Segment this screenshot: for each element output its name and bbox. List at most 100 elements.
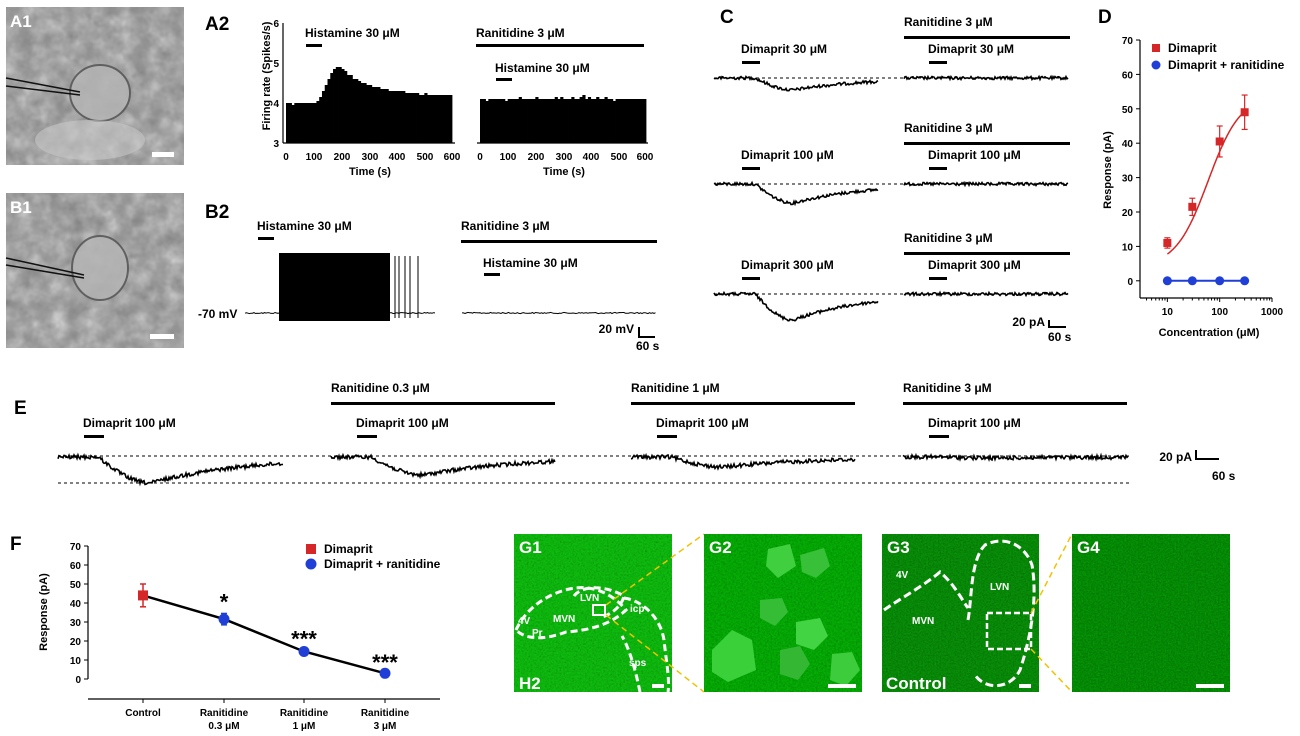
a2-y-tick: 4	[273, 99, 279, 110]
a2-x-tick: 0	[283, 152, 289, 163]
c-ranitidine-label: Ranitidine 3 μM	[904, 121, 993, 135]
histogram-bar	[352, 79, 356, 143]
histogram-bar	[587, 97, 592, 143]
a2-application-bar	[496, 78, 512, 81]
f-y-tick-label: 0	[75, 675, 81, 686]
f-x-tick-label: 3 μM	[374, 721, 397, 732]
a2-x-tick: 400	[583, 152, 600, 163]
g1-zoom-line	[605, 614, 705, 693]
d-y-tick-label: 50	[1122, 105, 1134, 116]
histogram-bar	[488, 99, 492, 143]
histogram-bar	[482, 99, 486, 143]
f-y-tick-label: 50	[70, 580, 82, 591]
g1-antibody-label: H2	[519, 674, 541, 693]
histogram-bar	[634, 99, 639, 143]
g1-region-label: Pr	[532, 628, 543, 639]
c-current-trace-blocked	[903, 290, 1069, 298]
histogram-bar	[369, 85, 373, 143]
panel-label-f: F	[10, 534, 22, 555]
histogram-bar	[297, 103, 301, 143]
histogram-bar	[319, 97, 323, 143]
e-scale-current: 20 pA	[1159, 450, 1192, 464]
a2-x-tick: 100	[306, 152, 323, 163]
e-ranitidine-bar	[331, 402, 555, 405]
histogram-bar	[590, 99, 594, 143]
d-legend-marker-ranitidine	[1151, 60, 1161, 70]
g1-region-label: sps	[629, 658, 647, 669]
e-dimaprit-label: Dimaprit 100 μM	[356, 416, 449, 430]
histogram-bar	[502, 99, 506, 143]
scale-bar	[1019, 684, 1031, 688]
e-scale-bar	[1195, 450, 1219, 460]
f-y-tick-label: 70	[70, 542, 82, 553]
a2-x-axis-label: Time (s)	[543, 166, 585, 178]
histogram-bar	[546, 99, 550, 143]
histogram-bar	[349, 75, 353, 143]
e-application-bar	[929, 435, 949, 438]
panel-label-a2: A2	[205, 14, 229, 35]
histogram-bar	[574, 99, 578, 143]
micrograph-a1: A1	[5, 7, 184, 165]
e-ranitidine-label: Ranitidine 0.3 μM	[331, 381, 430, 395]
c-ranitidine-bar	[904, 252, 1070, 255]
g3-region-label: 4V	[896, 570, 909, 581]
b2-histamine-label: Histamine 30 μM	[483, 256, 578, 270]
histogram-bar	[418, 95, 422, 143]
e-scale-time: 60 s	[1212, 469, 1236, 483]
histogram-bar	[424, 93, 428, 143]
histogram-bar	[596, 97, 600, 143]
d-point-dimaprit	[1188, 202, 1197, 211]
panel-label-g1: G1	[519, 538, 542, 557]
a2-x-tick: 500	[611, 152, 628, 163]
c-current-traces: Dimaprit 30 μM Ranitidine 3 μM Dimaprit 30…	[713, 15, 1070, 322]
b2-ranitidine-bar	[461, 240, 657, 243]
panel-d: D 0 10 20 30 40 50 60 70 10 100 1000 Response (pA)…	[1098, 7, 1285, 339]
a2-x-tick: 100	[500, 152, 517, 163]
d-x-tick-label: 1000	[1261, 307, 1284, 318]
histogram-bar	[629, 99, 633, 143]
scale-bar	[152, 152, 174, 157]
e-current-trace	[330, 452, 556, 480]
a2-y-tick: 6	[273, 19, 279, 30]
f-x-tick-label: Ranitidine	[361, 708, 410, 719]
histogram-bar	[407, 93, 411, 143]
b2-ranitidine-label: Ranitidine 3 μM	[461, 219, 550, 233]
histogram-bar	[529, 99, 533, 143]
c-current-trace	[713, 290, 879, 322]
d-x-tick-label: 100	[1211, 307, 1228, 318]
histogram-bar	[338, 67, 342, 143]
d-y-axis-label: Response (pA)	[1102, 131, 1114, 209]
f-point-ranitidine	[298, 645, 310, 657]
histogram-bar	[565, 99, 569, 143]
d-point-dimaprit	[1163, 238, 1172, 247]
b2-histamine-label: Histamine 30 μM	[257, 219, 352, 233]
a2-application-bar	[306, 44, 322, 47]
e-ranitidine-label: Ranitidine 1 μM	[631, 381, 720, 395]
panel-label-c: C	[720, 7, 734, 28]
panel-label-d: D	[1098, 7, 1112, 28]
a2-histogram-histamine	[286, 67, 453, 143]
histogram-bar	[549, 99, 553, 143]
f-y-tick-label: 30	[70, 618, 82, 629]
f-x-tick-label: Ranitidine	[280, 708, 329, 719]
e-ranitidine-bar	[631, 402, 855, 405]
c-ranitidine-bar	[904, 142, 1070, 145]
c-current-trace-blocked	[903, 74, 1069, 82]
c-application-bar	[742, 277, 760, 280]
histogram-bar	[543, 99, 547, 143]
histogram-bar	[393, 91, 398, 143]
e-application-bar	[357, 435, 377, 438]
histogram-bar	[421, 95, 425, 143]
a2-x-tick: 0	[477, 152, 483, 163]
c-scale-bar	[1048, 320, 1066, 328]
a2-x-tick: 600	[637, 152, 654, 163]
b2-scale-bar	[638, 327, 655, 338]
c-dimaprit-label: Dimaprit 300 μM	[928, 258, 1021, 272]
d-x-axis-label: Concentration (μM)	[1159, 327, 1260, 339]
histogram-bar	[443, 95, 447, 143]
f-y-tick-label: 40	[70, 599, 82, 610]
c-ranitidine-bar	[904, 36, 1070, 39]
f-x-tick-label: 0.3 μM	[208, 721, 239, 732]
